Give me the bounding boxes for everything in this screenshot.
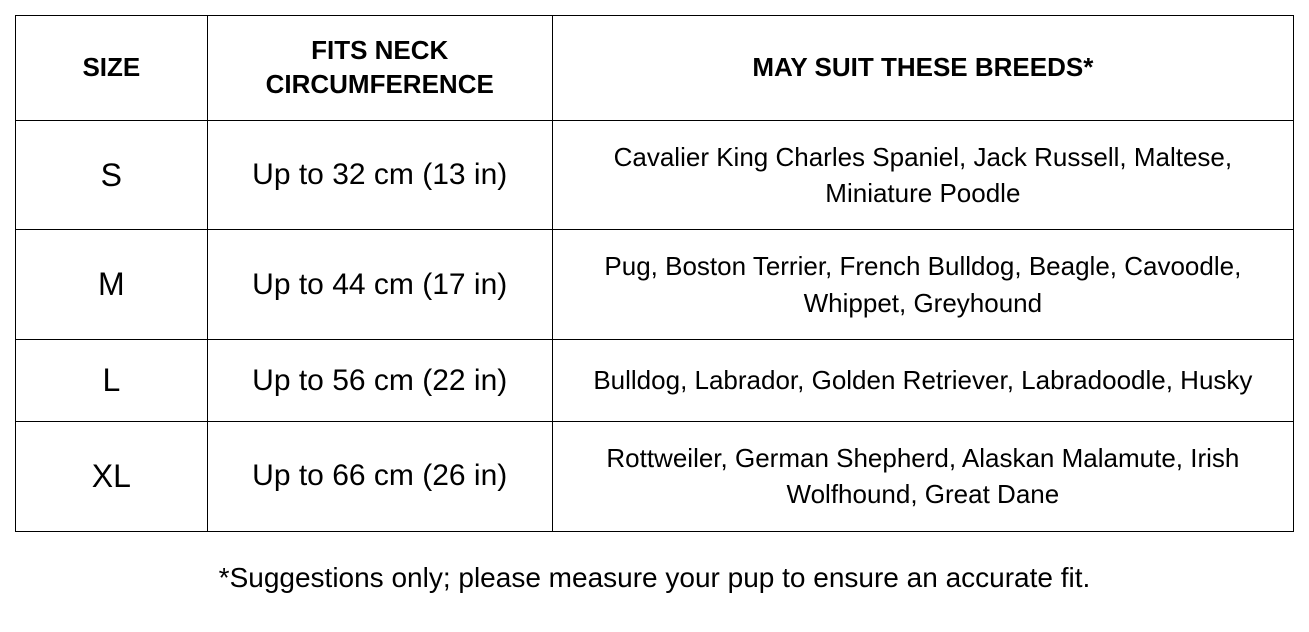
size-chart-table: SIZE FITS NECK CIRCUMFERENCE MAY SUIT TH…: [15, 15, 1294, 532]
neck-value: Up to 44 cm (17 in): [207, 230, 552, 340]
table-row: L Up to 56 cm (22 in) Bulldog, Labrador,…: [16, 340, 1294, 422]
header-neck: FITS NECK CIRCUMFERENCE: [207, 16, 552, 121]
size-value: L: [16, 340, 208, 422]
breeds-value: Rottweiler, German Shepherd, Alaskan Mal…: [552, 421, 1293, 531]
size-value: XL: [16, 421, 208, 531]
table-row: M Up to 44 cm (17 in) Pug, Boston Terrie…: [16, 230, 1294, 340]
table-row: S Up to 32 cm (13 in) Cavalier King Char…: [16, 120, 1294, 230]
size-value: M: [16, 230, 208, 340]
neck-value: Up to 56 cm (22 in): [207, 340, 552, 422]
breeds-value: Bulldog, Labrador, Golden Retriever, Lab…: [552, 340, 1293, 422]
header-breeds: MAY SUIT THESE BREEDS*: [552, 16, 1293, 121]
footnote-text: *Suggestions only; please measure your p…: [15, 562, 1294, 594]
breeds-value: Pug, Boston Terrier, French Bulldog, Bea…: [552, 230, 1293, 340]
breeds-value: Cavalier King Charles Spaniel, Jack Russ…: [552, 120, 1293, 230]
table-row: XL Up to 66 cm (26 in) Rottweiler, Germa…: [16, 421, 1294, 531]
table-header-row: SIZE FITS NECK CIRCUMFERENCE MAY SUIT TH…: [16, 16, 1294, 121]
neck-value: Up to 32 cm (13 in): [207, 120, 552, 230]
header-size: SIZE: [16, 16, 208, 121]
neck-value: Up to 66 cm (26 in): [207, 421, 552, 531]
size-value: S: [16, 120, 208, 230]
